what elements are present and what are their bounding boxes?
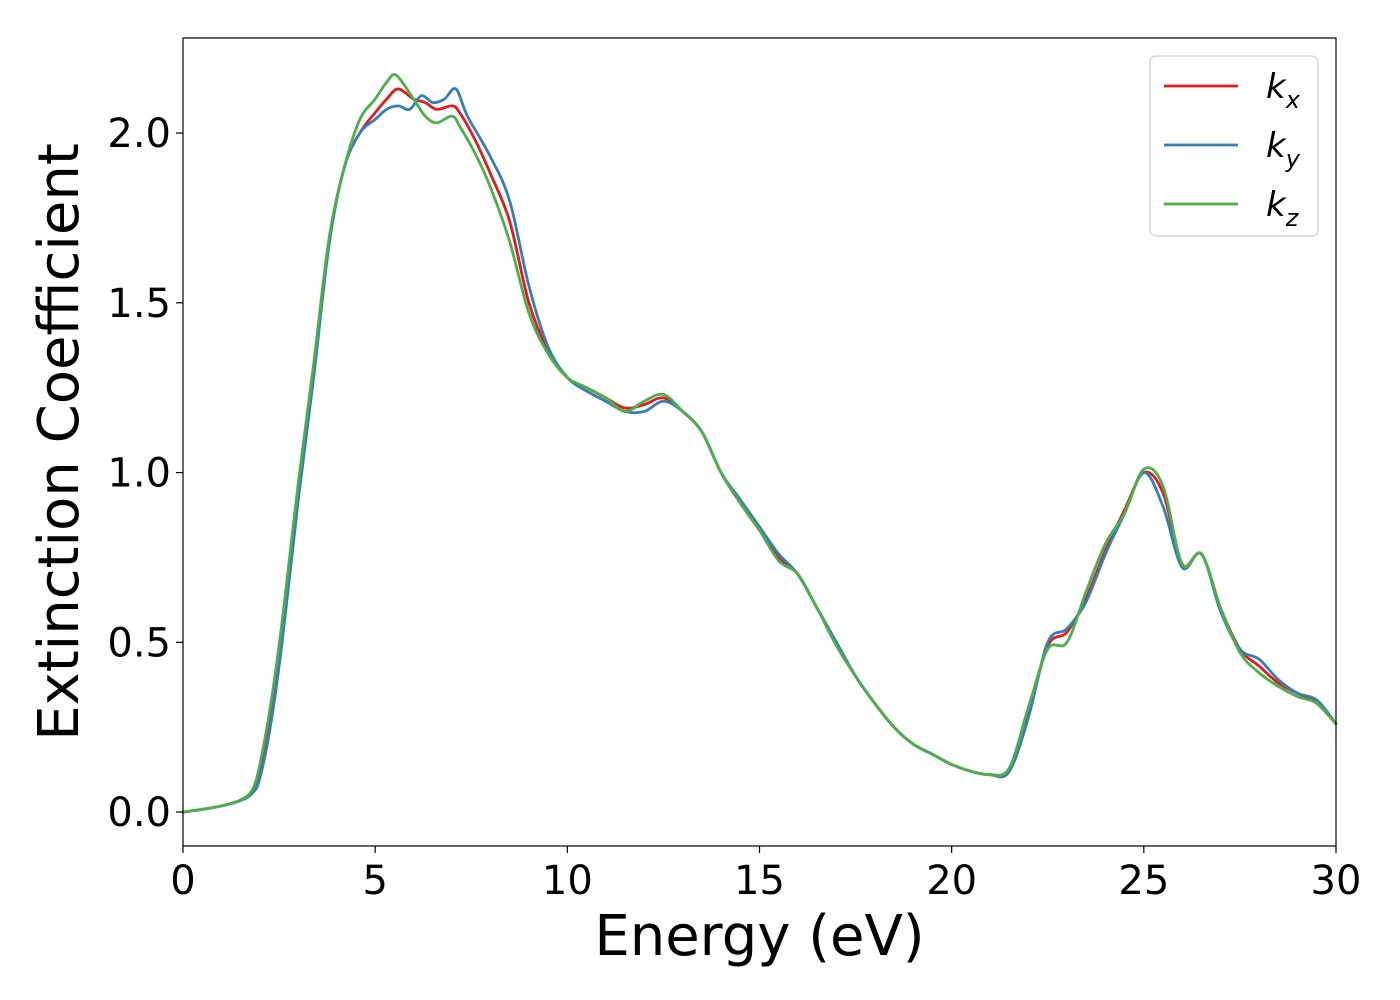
x-tick-label: 30 — [1311, 858, 1362, 904]
x-tick-label: 15 — [734, 858, 785, 904]
legend-label-ky: ky — [1266, 126, 1301, 173]
y-tick-label: 2.0 — [107, 111, 171, 157]
x-tick-label: 20 — [926, 858, 977, 904]
y-tick-label: 0.5 — [107, 620, 171, 666]
x-tick-label: 10 — [542, 858, 593, 904]
x-axis-label: Energy (eV) — [594, 904, 924, 969]
y-axis: 0.0 0.5 1.0 1.5 2.0 — [107, 111, 183, 836]
x-tick-label: 0 — [170, 858, 195, 904]
y-tick-label: 1.5 — [107, 281, 171, 327]
series-layer — [181, 73, 1338, 814]
y-tick-label: 0.0 — [107, 790, 171, 836]
legend-label-kx: kx — [1266, 67, 1301, 114]
series-line-kz — [181, 73, 1338, 814]
x-axis: 0 5 10 15 20 25 30 — [170, 846, 1361, 904]
x-tick-label: 5 — [362, 858, 387, 904]
x-tick-label: 25 — [1118, 858, 1169, 904]
y-tick-label: 1.0 — [107, 451, 171, 497]
y-axis-label: Extinction Coefficient — [27, 143, 92, 741]
